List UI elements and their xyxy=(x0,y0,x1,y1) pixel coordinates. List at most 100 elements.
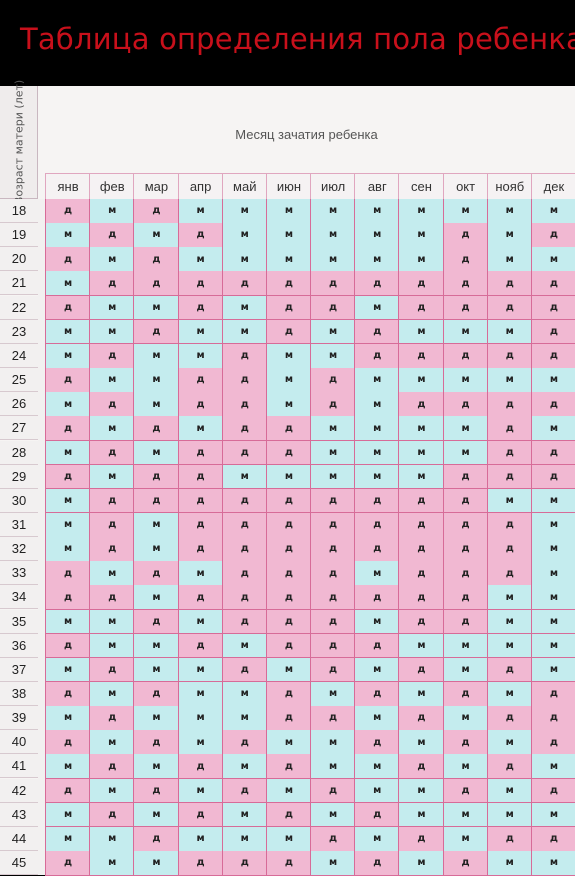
gender-cell: м xyxy=(442,199,488,224)
age-cell: 39 xyxy=(0,706,38,731)
gender-cell: м xyxy=(221,199,267,224)
gender-cell: м xyxy=(530,585,575,611)
gender-cell: м xyxy=(354,223,400,248)
age-cell: 44 xyxy=(0,826,38,851)
gender-cell: д xyxy=(221,537,267,562)
gender-cell: д xyxy=(133,609,179,635)
age-cell: 45 xyxy=(0,851,38,876)
gender-cell: м xyxy=(89,416,135,441)
gender-cell: д xyxy=(530,223,575,248)
gender-cell: м xyxy=(133,343,179,369)
gender-cell: м xyxy=(398,440,444,466)
gender-cell: д xyxy=(354,271,400,297)
gender-cell: д xyxy=(265,633,311,659)
gender-cell: д xyxy=(133,416,179,441)
gender-cell: м xyxy=(530,633,575,659)
gender-cell: м xyxy=(486,778,532,804)
gender-cell: м xyxy=(177,706,223,731)
age-cell: 33 xyxy=(0,561,38,586)
gender-cell: д xyxy=(45,633,91,659)
gender-cell: м xyxy=(45,223,91,248)
age-cell: 18 xyxy=(0,199,38,223)
gender-cell: м xyxy=(530,247,575,272)
gender-cell: м xyxy=(442,633,488,659)
gender-cell: д xyxy=(89,754,135,780)
gender-cell: д xyxy=(530,778,575,804)
gender-cell: м xyxy=(45,537,91,562)
gender-cell: д xyxy=(310,537,356,562)
gender-cell: д xyxy=(442,295,488,321)
gender-cell: д xyxy=(265,416,311,441)
gender-cell: д xyxy=(221,416,267,441)
gender-cell: м xyxy=(398,247,444,272)
gender-cell: м xyxy=(133,223,179,248)
gender-cell: д xyxy=(486,343,532,369)
gender-cell: м xyxy=(442,706,488,731)
gender-cell: д xyxy=(442,537,488,562)
gender-cell: м xyxy=(530,802,575,828)
gender-cell: м xyxy=(177,730,223,755)
gender-cell: д xyxy=(221,271,267,297)
age-cell: 24 xyxy=(0,343,38,368)
gender-cell: м xyxy=(265,199,311,224)
gender-cell: д xyxy=(265,609,311,635)
gender-cell: м xyxy=(89,368,135,393)
gender-cell: м xyxy=(398,778,444,804)
gender-cell: м xyxy=(221,247,267,272)
gender-cell: д xyxy=(177,368,223,393)
gender-cell: д xyxy=(133,826,179,852)
gender-cell: м xyxy=(486,802,532,828)
month-header-cell: мар xyxy=(133,173,179,199)
gender-cell: м xyxy=(530,368,575,393)
gender-cell: м xyxy=(354,392,400,417)
gender-cell: м xyxy=(177,247,223,272)
gender-cell: м xyxy=(486,223,532,248)
gender-cell: д xyxy=(177,464,223,490)
gender-cell: м xyxy=(221,826,267,852)
gender-cell: м xyxy=(133,706,179,731)
gender-cell: д xyxy=(45,416,91,441)
gender-cell: д xyxy=(177,537,223,562)
age-cell: 43 xyxy=(0,802,38,827)
gender-cell: д xyxy=(310,271,356,297)
gender-cell: м xyxy=(45,512,91,538)
age-cell: 28 xyxy=(0,440,38,465)
gender-cell: м xyxy=(89,609,135,635)
gender-cell: м xyxy=(486,199,532,224)
gender-cell: д xyxy=(442,561,488,586)
gender-cell: д xyxy=(221,440,267,466)
gender-cell: м xyxy=(221,633,267,659)
gender-cell: д xyxy=(530,343,575,369)
gender-cell: д xyxy=(177,851,223,876)
gender-cell: д xyxy=(177,488,223,514)
month-header-cell: дек xyxy=(530,173,575,199)
gender-cell: м xyxy=(354,609,400,635)
gender-cell: м xyxy=(89,561,135,586)
gender-cell: м xyxy=(398,682,444,707)
gender-cell: м xyxy=(530,512,575,538)
gender-cell: д xyxy=(486,464,532,490)
gender-cell: д xyxy=(265,706,311,731)
age-cell: 23 xyxy=(0,319,38,344)
age-cell: 26 xyxy=(0,392,38,417)
gender-cell: м xyxy=(530,609,575,635)
gender-cell: м xyxy=(133,657,179,683)
gender-cell: д xyxy=(310,488,356,514)
gender-cell: д xyxy=(530,682,575,707)
gender-cell: д xyxy=(265,682,311,707)
gender-cell: м xyxy=(265,247,311,272)
gender-cell: д xyxy=(45,730,91,755)
age-cell: 19 xyxy=(0,223,38,248)
gender-cell: м xyxy=(89,682,135,707)
gender-cell: д xyxy=(398,295,444,321)
gender-cell: д xyxy=(530,826,575,852)
gender-cell: м xyxy=(177,561,223,586)
gender-cell: д xyxy=(177,633,223,659)
gender-cell: м xyxy=(265,826,311,852)
gender-cell: м xyxy=(45,319,91,345)
gender-cell: м xyxy=(530,537,575,562)
gender-cell: д xyxy=(221,561,267,586)
gender-cell: д xyxy=(221,778,267,804)
age-cell: 25 xyxy=(0,368,38,393)
gender-cell: д xyxy=(530,706,575,731)
